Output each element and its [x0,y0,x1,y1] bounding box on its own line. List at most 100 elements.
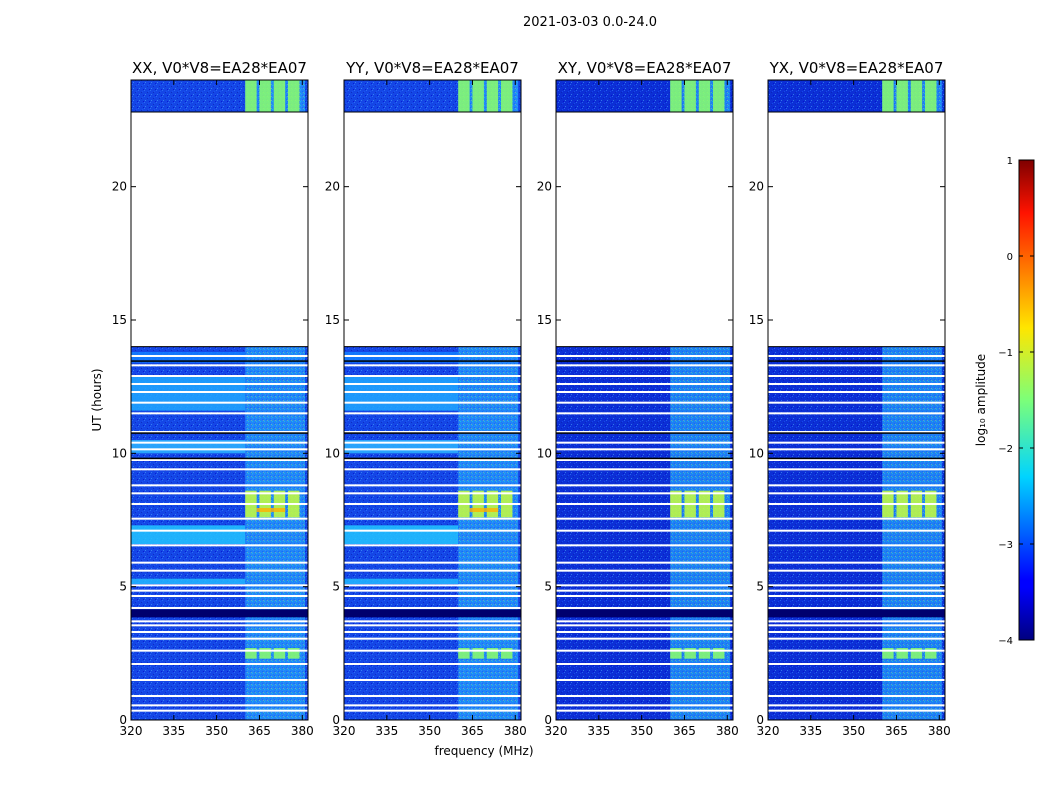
flagged-row [556,364,733,367]
rfi-subband [472,648,484,659]
x-tick-label: 350 [418,724,441,738]
flagged-row [344,375,521,377]
flagged-row [344,544,521,547]
flagged-row [768,391,945,393]
flagged-row [556,401,733,404]
flagged-row [131,492,308,495]
flagged-row [131,375,308,377]
row-separator [768,360,945,362]
panel-yy: YY, V0*V8=EA28*EA07 320 335 350 365 380 0 5 10 15… [325,59,527,738]
flagged-row [768,459,945,461]
panel-frame [555,79,734,721]
flagged-row [131,631,308,633]
rfi-subband [273,648,286,659]
row-separator [344,360,521,362]
row-separator [556,457,733,460]
flagged-row [131,709,308,712]
rfi-subband [896,80,908,112]
flagged-row [556,663,733,665]
flagged-row [131,620,308,623]
colorbar-gradient [1018,159,1035,641]
flagged-row [768,468,945,471]
flagged-row [131,503,308,505]
y-tick-label: 10 [112,446,127,460]
flagged-row [131,607,308,609]
flagged-row [556,695,733,697]
time-band [344,376,459,411]
flagged-row [768,695,945,697]
flagged-row [131,695,308,697]
flagged-row [131,484,308,487]
flagged-row [556,544,733,547]
time-band [131,525,246,544]
x-tick-label: 380 [716,724,739,738]
y-axis-label: UT (hours) [90,368,104,431]
rfi-subband [245,80,257,112]
y-tick-label: 5 [119,580,127,594]
flagged-row [344,448,521,451]
row-separator [556,360,733,362]
flagged-row [768,517,945,520]
flagged-row [768,663,945,665]
flagged-row [556,517,733,520]
flagged-row [768,620,945,623]
flagged-row [768,624,945,627]
time-band [131,376,246,411]
y-tick-label: 15 [325,313,340,327]
flagged-row [768,569,945,572]
flagged-row [556,412,733,415]
flagged-row [556,620,733,623]
flagged-row [768,589,945,592]
flagged-row [556,375,733,377]
x-tick-label: 350 [630,724,653,738]
flagged-row [131,459,308,461]
flagged-row [344,663,521,665]
flagged-row [768,595,945,597]
flagged-row [131,704,308,707]
colorbar-label: log₁₀ amplitude [974,354,988,446]
y-tick-label: 0 [332,713,340,727]
flagged-row [556,595,733,597]
flagged-row [344,620,521,623]
dark-strip [556,609,733,618]
rfi-subband [910,648,923,659]
flagged-row [344,679,521,681]
rfi-subband [458,80,470,112]
flagged-row [768,484,945,487]
flagged-row [344,529,521,532]
y-tick-label: 20 [325,180,340,194]
y-tick-label: 0 [756,713,764,727]
row-separator [556,432,733,434]
rfi-peak [256,508,286,512]
row-separator [131,432,308,434]
rfi-subband [698,80,711,112]
rfi-subband [925,648,937,659]
flagged-row [344,517,521,520]
row-separator [131,457,308,460]
x-tick-label: 335 [162,724,185,738]
row-separator [344,457,521,460]
flagged-row [768,441,945,444]
rfi-subband [259,80,271,112]
rfi-subband [458,648,470,659]
row-separator [768,432,945,434]
flagged-row [131,589,308,592]
flagged-row [556,503,733,505]
x-tick-label: 350 [842,724,865,738]
panel-title: XY, V0*V8=EA28*EA07 [558,59,732,77]
panel-title: XX, V0*V8=EA28*EA07 [132,59,307,77]
flagged-row [556,649,733,652]
flagged-row [768,709,945,712]
flagged-row [556,468,733,471]
rfi-subband [486,80,499,112]
panel-xy: XY, V0*V8=EA28*EA07 320 335 350 365 380 0 5 10 15… [537,59,739,738]
colorbar-tick-label: 0 [1007,252,1013,263]
x-tick-label: 335 [375,724,398,738]
dark-strip [344,609,521,618]
flagged-row [344,709,521,712]
flagged-row [131,679,308,681]
flagged-row [131,412,308,415]
time-band [344,525,459,544]
row-separator [344,432,521,434]
rfi-subband [882,80,894,112]
